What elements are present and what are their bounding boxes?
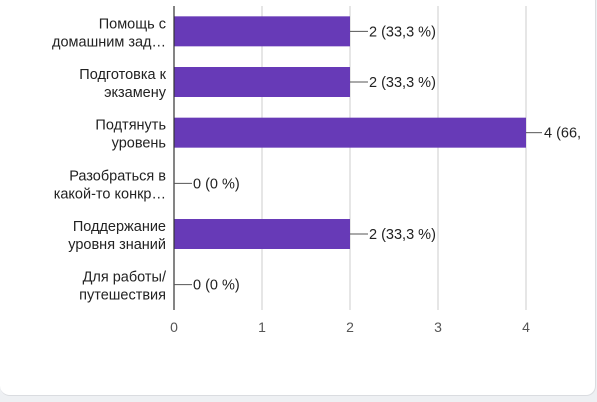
category-label: Подготовка к экзамену: [79, 67, 166, 101]
category-label: Поддержание уровня знаний: [68, 219, 166, 253]
bar: [174, 67, 350, 97]
data-label: 0 (0 %): [193, 176, 240, 192]
category-label-line: какой-то конкр…: [54, 186, 166, 202]
bar: [174, 117, 526, 148]
category-label-line: уровень: [112, 136, 166, 152]
category-label: Помощь с домашним зад…: [52, 16, 166, 50]
category-label-line: Поддержание: [73, 219, 166, 235]
bar: [174, 16, 350, 47]
data-label: 0 (0 %): [193, 278, 240, 294]
x-tick-label: 1: [258, 319, 266, 335]
x-tick-label: 3: [434, 319, 442, 335]
category-label-line: уровня знаний: [68, 237, 166, 253]
category-label-line: Помощь с: [99, 16, 166, 32]
category-label-line: домашним зад…: [52, 34, 166, 50]
x-tick-label: 2: [346, 319, 354, 335]
x-tick-label: 4: [522, 319, 530, 335]
x-tick-label: 0: [170, 319, 178, 335]
category-label-line: путешествия: [79, 288, 166, 304]
category-label-line: Для работы/: [83, 270, 167, 286]
data-label: 2 (33,3 %): [369, 75, 436, 91]
category-label-line: экзамену: [104, 85, 167, 101]
category-label: Подтянуть уровень: [95, 118, 166, 152]
data-label: 4 (66,: [544, 126, 581, 142]
data-label: 2 (33,3 %): [369, 227, 436, 243]
data-label: 2 (33,3 %): [369, 24, 436, 40]
category-label: Для работы/путешествия: [79, 270, 167, 304]
category-label-line: Подготовка к: [79, 67, 166, 83]
bar: [174, 219, 350, 249]
category-label: Разобраться в какой-то конкр…: [54, 168, 167, 202]
category-label-line: Подтянуть: [95, 118, 166, 134]
category-label-line: Разобраться в: [69, 168, 166, 184]
